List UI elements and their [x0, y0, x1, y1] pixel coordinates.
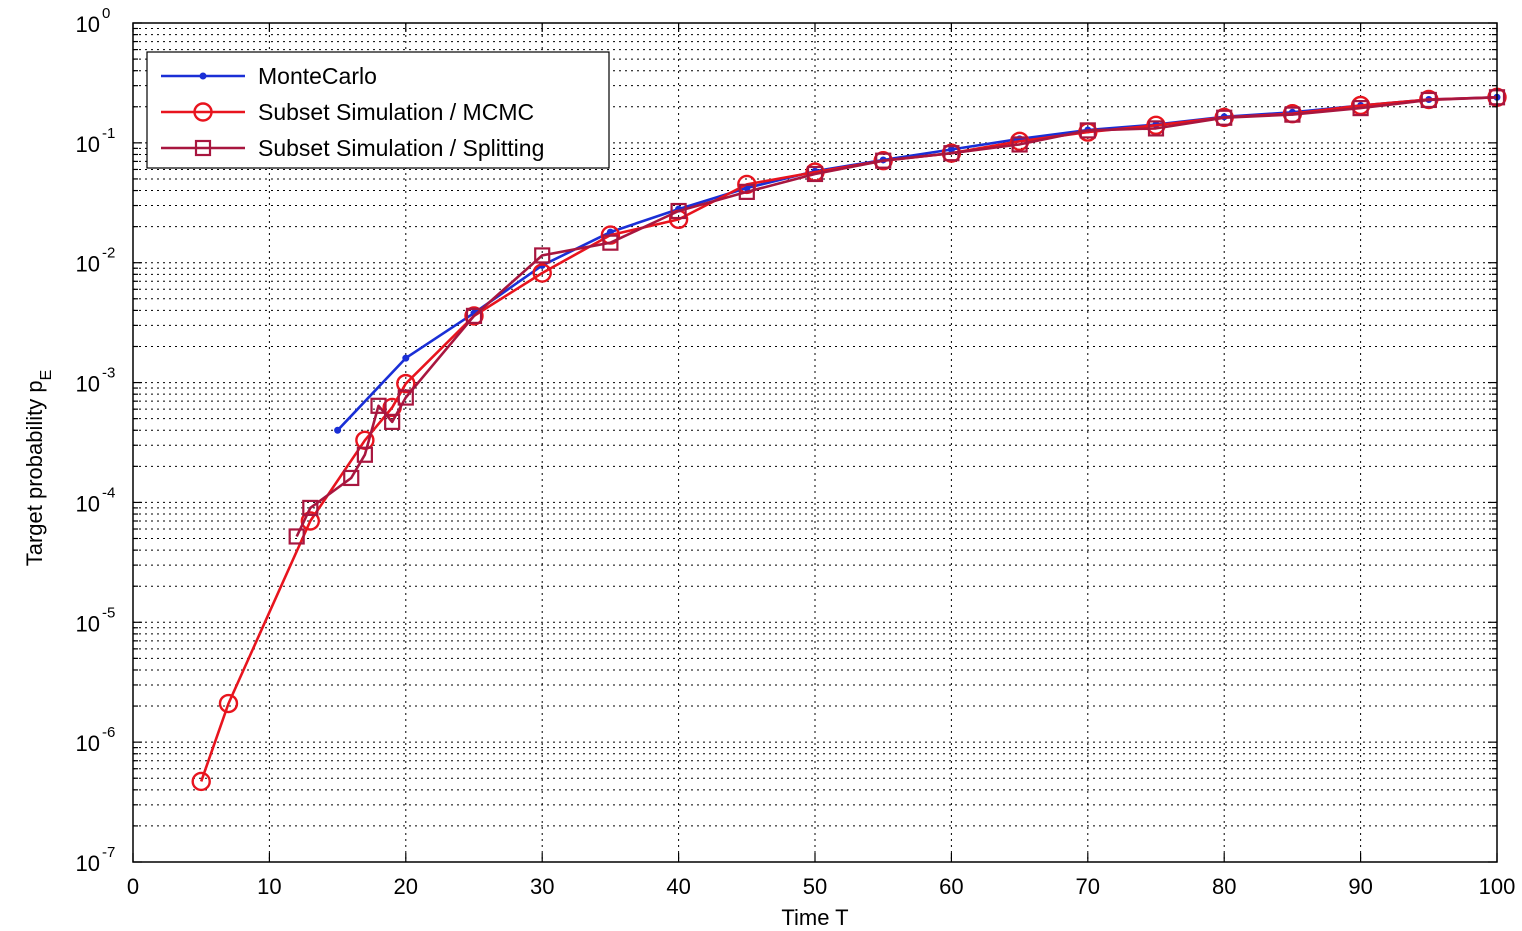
legend-label: MonteCarlo	[258, 63, 377, 89]
y-tick-label-exponent: 0	[102, 5, 110, 22]
data-point	[1146, 115, 1166, 136]
data-point	[464, 306, 484, 326]
x-tick-label: 30	[530, 874, 554, 899]
y-tick-label-exponent: -2	[102, 245, 115, 262]
y-tick-label-base: 10	[76, 132, 100, 157]
legend-label: Subset Simulation / MCMC	[258, 99, 534, 125]
data-point	[875, 152, 892, 169]
y-tick-label: 10	[76, 372, 100, 397]
data-point	[1350, 95, 1371, 116]
data-point	[300, 511, 321, 531]
x-tick-labels: 0 10 20 30 40 50 60 70 80 90 100	[127, 874, 1515, 899]
data-point	[1352, 99, 1369, 117]
x-tick-label: 10	[257, 874, 281, 899]
data-point	[356, 446, 373, 463]
x-tick-label: 80	[1212, 874, 1236, 899]
data-point	[1079, 122, 1096, 139]
data-point	[602, 234, 619, 251]
data-point	[534, 247, 551, 264]
y-tick-label-exponent: -1	[102, 125, 115, 142]
data-point	[396, 373, 416, 394]
legend-marker	[199, 72, 207, 80]
x-tick-label: 0	[127, 874, 139, 899]
data-point	[218, 693, 239, 714]
data-point	[1011, 136, 1028, 153]
x-tick-label: 50	[803, 874, 827, 899]
y-tick-label-base: 10	[76, 731, 100, 756]
legend-entry-0: MonteCarlo	[161, 63, 377, 89]
y-tick-label: 10	[76, 252, 100, 277]
x-tick-label: 60	[939, 874, 963, 899]
y-tick-label-base: 10	[76, 372, 100, 397]
data-point	[465, 307, 483, 324]
data-point	[397, 389, 414, 406]
series-line	[295, 96, 1498, 538]
y-axis-label-main: Target probability p	[22, 380, 47, 566]
y-tick-label: 10	[76, 491, 100, 516]
data-point	[191, 771, 211, 792]
data-point	[1284, 106, 1301, 123]
data-point	[334, 426, 342, 434]
y-tick-label: 10	[76, 611, 100, 636]
data-point	[288, 528, 305, 545]
data-point	[532, 263, 552, 283]
legend-label: Subset Simulation / Splitting	[258, 135, 544, 161]
y-tick-label-base: 10	[76, 12, 100, 37]
legend-marker	[194, 139, 212, 157]
legend: MonteCarlo Subset Simulation / MCMC Subset…	[146, 51, 610, 169]
data-point	[943, 145, 960, 162]
x-axis-label: Time T	[781, 905, 848, 930]
data-point	[343, 469, 360, 487]
data-point	[1216, 109, 1233, 126]
y-tick-label: 10	[76, 132, 100, 157]
data-point	[402, 354, 410, 362]
x-tick-label: 40	[666, 874, 690, 899]
y-tick-label-base: 10	[76, 491, 100, 516]
data-point	[1147, 120, 1165, 137]
x-tick-label: 20	[394, 874, 418, 899]
data-point	[806, 165, 824, 183]
data-point	[1009, 131, 1030, 152]
y-tick-label-exponent: -6	[102, 724, 115, 741]
legend-entries: MonteCarlo Subset Simulation / MCMC Subset…	[161, 63, 544, 161]
y-tick-label-exponent: -4	[102, 484, 115, 501]
x-tick-label: 90	[1348, 874, 1372, 899]
y-tick-label: 10	[76, 731, 100, 756]
data-point	[370, 397, 387, 414]
y-tick-label: 10	[76, 851, 100, 876]
legend-entry-2: Subset Simulation / Splitting	[161, 135, 544, 161]
data-point	[302, 499, 319, 517]
y-tick-label-exponent: -3	[102, 365, 115, 382]
legend-entry-1: Subset Simulation / MCMC	[161, 99, 534, 125]
legend-marker	[193, 102, 213, 122]
y-tick-label-base: 10	[76, 851, 100, 876]
y-axis-label: Target probability pE	[22, 370, 55, 567]
data-point	[670, 202, 687, 220]
y-tick-label: 10	[76, 12, 100, 37]
y-tick-label-exponent: -7	[102, 844, 115, 861]
ticks	[132, 22, 1498, 863]
data-point	[384, 413, 401, 430]
data-point	[1420, 91, 1437, 109]
y-tick-label-base: 10	[76, 611, 100, 636]
y-axis-label-subscript: E	[38, 370, 55, 381]
y-tick-label-exponent: -5	[102, 604, 115, 621]
data-point	[738, 183, 755, 200]
x-tick-label: 70	[1076, 874, 1100, 899]
series-layer	[191, 87, 1507, 792]
x-tick-label: 100	[1479, 874, 1516, 899]
y-tick-label-base: 10	[76, 252, 100, 277]
